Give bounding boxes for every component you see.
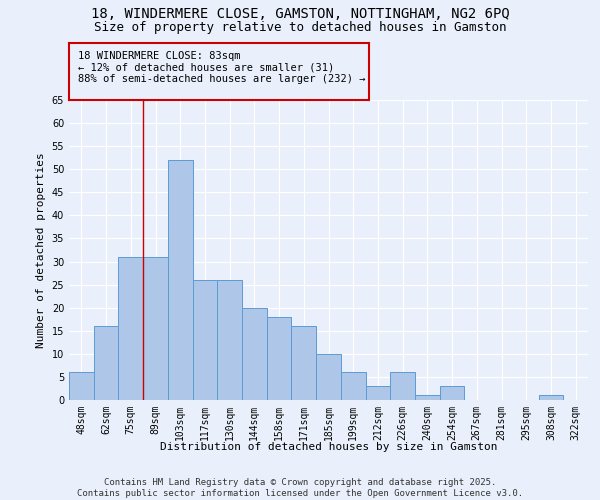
Bar xyxy=(168,160,193,400)
Bar xyxy=(365,386,390,400)
Bar xyxy=(94,326,118,400)
Bar xyxy=(143,257,168,400)
Text: Distribution of detached houses by size in Gamston: Distribution of detached houses by size … xyxy=(160,442,497,452)
Bar xyxy=(415,396,440,400)
Bar xyxy=(316,354,341,400)
Bar xyxy=(341,372,365,400)
Y-axis label: Number of detached properties: Number of detached properties xyxy=(36,152,46,348)
Bar xyxy=(69,372,94,400)
Text: Size of property relative to detached houses in Gamston: Size of property relative to detached ho… xyxy=(94,21,506,34)
Bar xyxy=(267,317,292,400)
Bar xyxy=(539,396,563,400)
Bar xyxy=(440,386,464,400)
Text: Contains HM Land Registry data © Crown copyright and database right 2025.
Contai: Contains HM Land Registry data © Crown c… xyxy=(77,478,523,498)
Bar xyxy=(390,372,415,400)
Bar xyxy=(242,308,267,400)
Bar xyxy=(118,257,143,400)
Text: 18, WINDERMERE CLOSE, GAMSTON, NOTTINGHAM, NG2 6PQ: 18, WINDERMERE CLOSE, GAMSTON, NOTTINGHA… xyxy=(91,8,509,22)
Bar xyxy=(292,326,316,400)
Bar xyxy=(217,280,242,400)
Text: 18 WINDERMERE CLOSE: 83sqm
← 12% of detached houses are smaller (31)
88% of semi: 18 WINDERMERE CLOSE: 83sqm ← 12% of deta… xyxy=(78,51,365,84)
Bar xyxy=(193,280,217,400)
